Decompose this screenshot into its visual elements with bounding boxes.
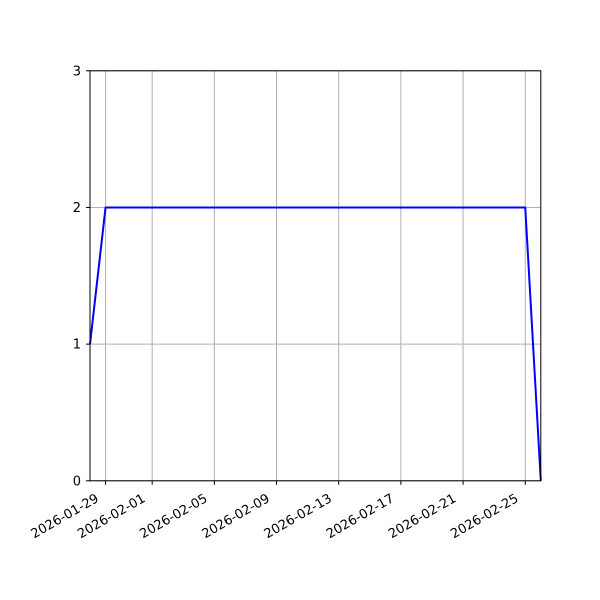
x-tick-label: 2026-02-13 — [262, 491, 335, 542]
data-line-series-1 — [89, 206, 542, 481]
x-tick-label: 2026-02-25 — [448, 491, 521, 542]
x-tick-label: 2026-02-21 — [386, 491, 459, 542]
x-tick-label: 2026-02-05 — [137, 491, 210, 542]
y-tick-label: 3 — [73, 64, 81, 79]
y-tick-label: 2 — [73, 201, 81, 216]
y-tick-label: 0 — [73, 474, 81, 489]
y-tick-label: 1 — [73, 338, 81, 353]
x-tick-label: 2026-02-17 — [324, 491, 397, 542]
axes-box — [89, 70, 542, 482]
x-tick-label: 2026-02-09 — [200, 491, 273, 542]
